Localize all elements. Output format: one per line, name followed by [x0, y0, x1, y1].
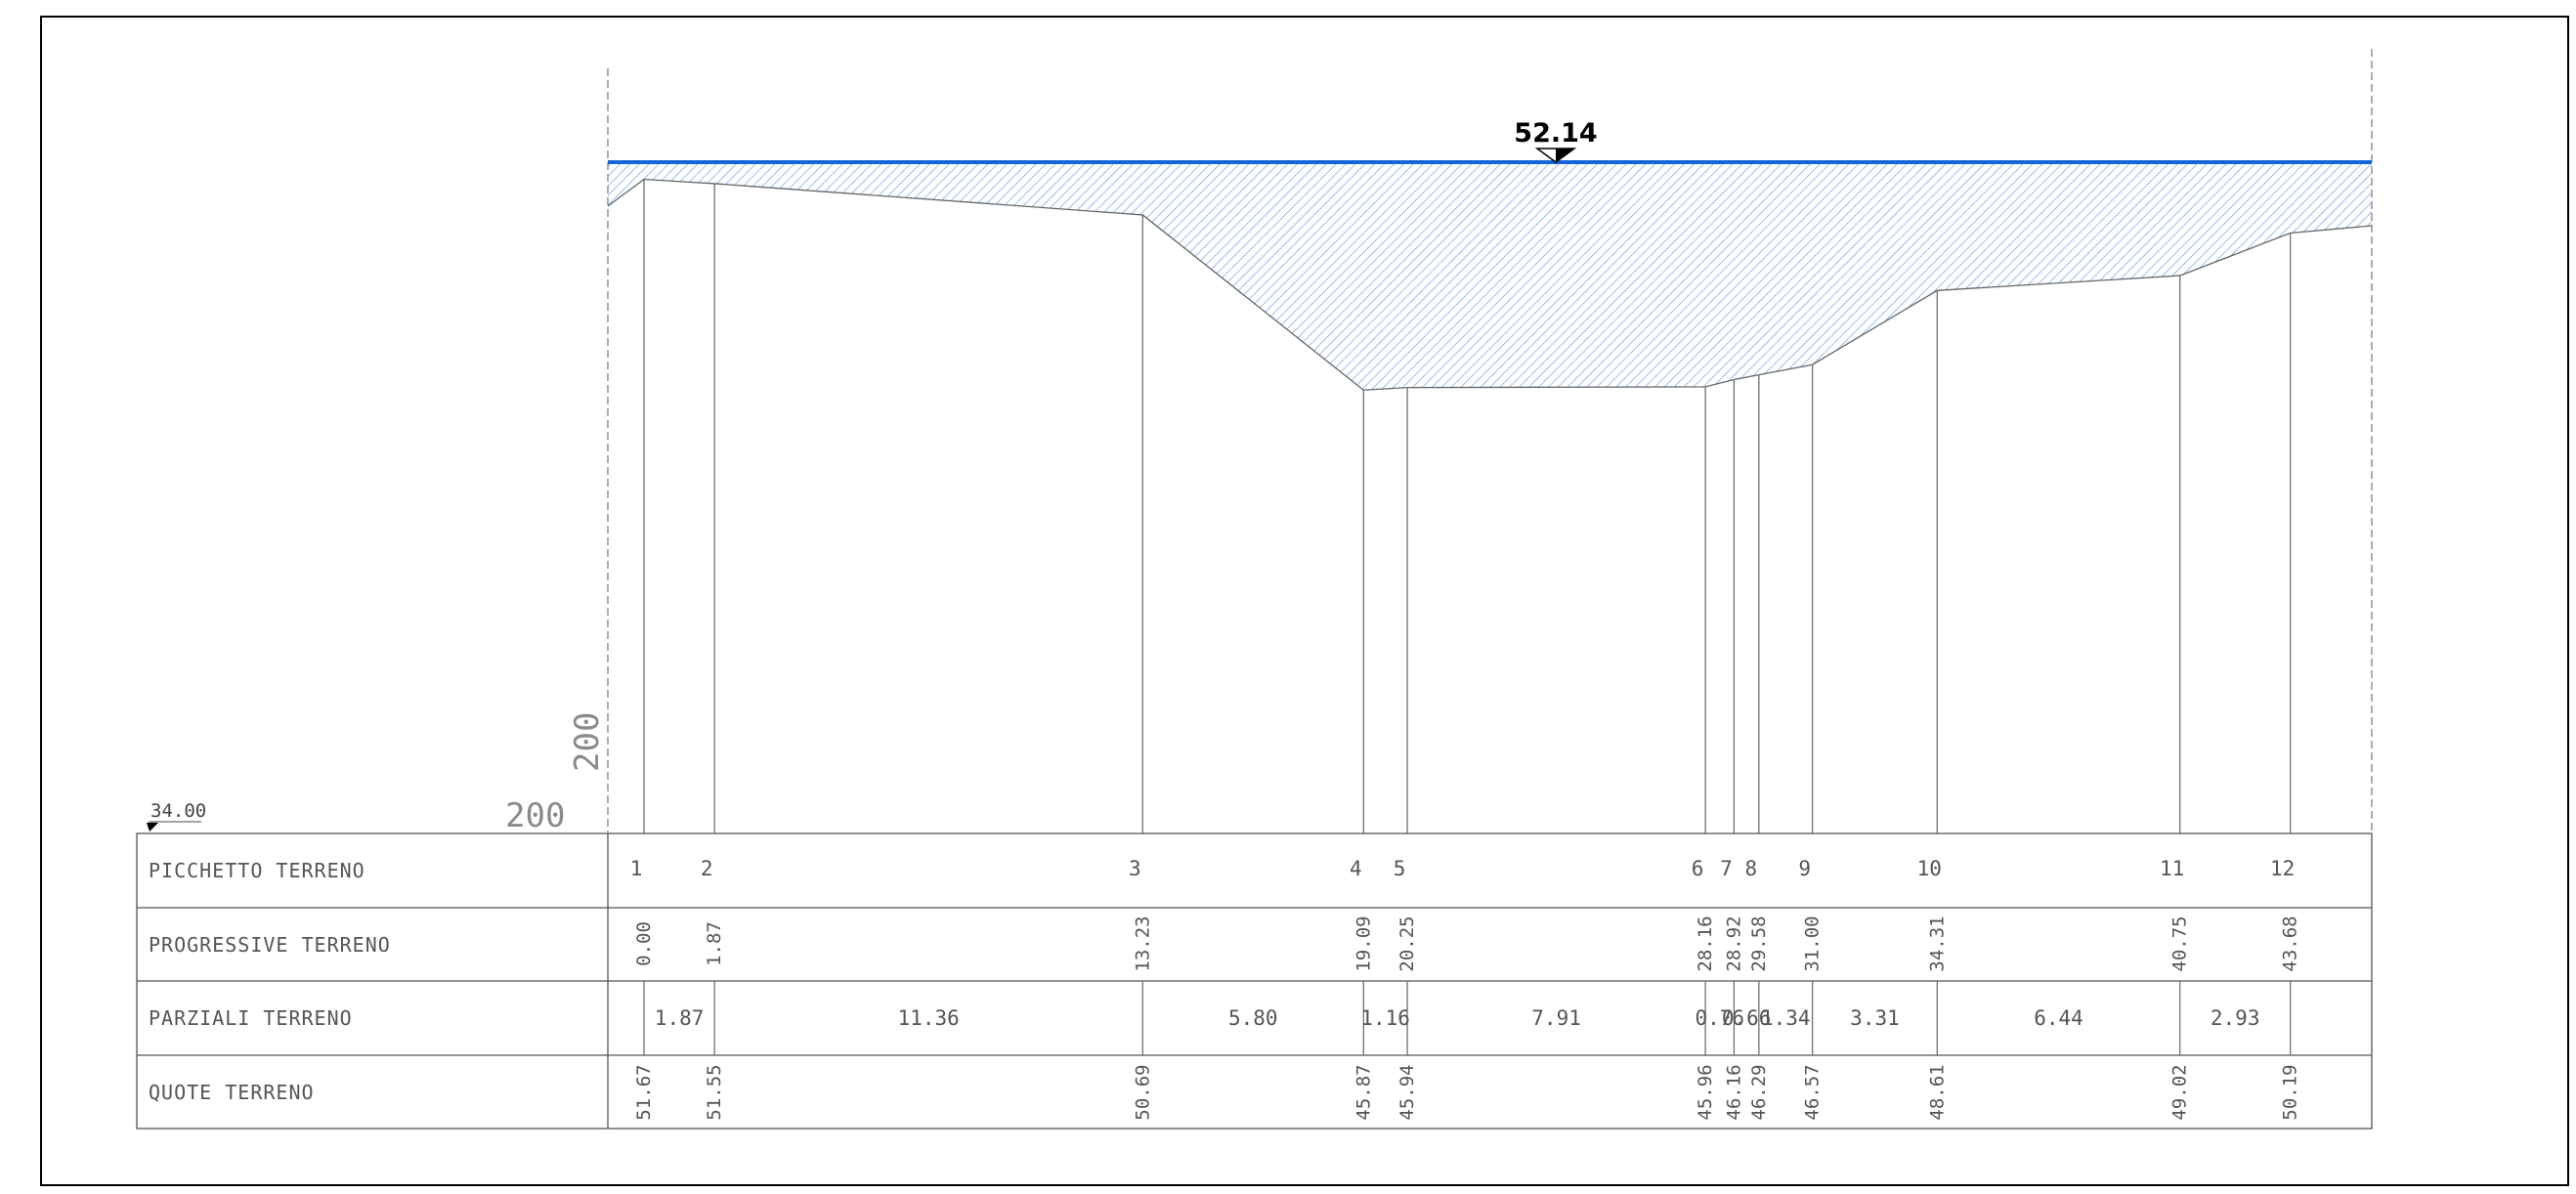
picchetto-number: 10: [1917, 857, 1942, 880]
drawing-frame: [40, 16, 2569, 1186]
progressive-value: 40.75: [2169, 916, 2191, 971]
quota-value: 50.19: [2280, 1064, 2301, 1120]
picchetto-number: 8: [1745, 857, 1758, 880]
progressive-value: 28.92: [1723, 916, 1744, 971]
progressive-value: 1.87: [704, 921, 725, 966]
quota-value: 51.55: [704, 1064, 725, 1120]
datum-label: 34.00: [150, 800, 206, 822]
picchetto-number: 4: [1350, 857, 1362, 880]
partial-value: 7.91: [1531, 1006, 1581, 1030]
terrain-profile-line: [607, 178, 2373, 391]
data-table: [136, 832, 2373, 1130]
row-label-parziali: PARZIALI TERRENO: [149, 1006, 353, 1030]
quota-value: 46.16: [1723, 1064, 1744, 1120]
row-label-picchetto: PICCHETTO TERRENO: [149, 859, 365, 882]
picchetto-number: 2: [701, 857, 713, 880]
vertical-scale-label: 200: [568, 712, 607, 772]
progressive-value: 43.68: [2280, 916, 2301, 971]
progressive-value: 29.58: [1748, 916, 1770, 971]
row-label-progressive: PROGRESSIVE TERRENO: [149, 933, 391, 957]
progressive-value: 0.00: [633, 921, 655, 966]
partial-value: 1.34: [1761, 1006, 1811, 1030]
partial-value: 6.44: [2034, 1006, 2083, 1030]
quota-value: 50.69: [1132, 1064, 1153, 1120]
picchetto-number: 3: [1129, 857, 1141, 880]
quota-value: 51.67: [633, 1064, 655, 1120]
partial-value: 3.31: [1850, 1006, 1900, 1030]
quota-value: 49.02: [2169, 1064, 2191, 1120]
partial-value: 11.36: [898, 1006, 960, 1030]
datum-marker-icon: [147, 823, 158, 832]
point-verticals: [643, 179, 2292, 833]
partial-value: 0.76: [1695, 1006, 1744, 1030]
picchetto-number: 1: [630, 857, 643, 880]
picchetto-number: 12: [2270, 857, 2295, 880]
progressive-value: 20.25: [1396, 916, 1418, 971]
quota-value: 46.29: [1748, 1064, 1770, 1120]
partial-value: 0.66: [1722, 1006, 1772, 1030]
partial-value: 5.80: [1228, 1006, 1278, 1030]
quota-value: 45.94: [1396, 1064, 1418, 1120]
quota-value: 46.57: [1802, 1064, 1824, 1120]
row-label-quote: QUOTE TERRENO: [149, 1081, 315, 1104]
water-level-label: 52.14: [1514, 118, 1597, 149]
water-body: [607, 160, 2373, 391]
progressive-value: 28.16: [1695, 916, 1716, 971]
progressive-value: 31.00: [1802, 916, 1824, 971]
horizontal-scale-label: 200: [505, 796, 565, 835]
water-hatch: [608, 162, 2372, 391]
water-level-marker-icon: [1534, 148, 1577, 163]
picchetto-number: 9: [1798, 857, 1811, 880]
picchetto-number: 6: [1692, 857, 1704, 880]
quota-value: 45.87: [1352, 1064, 1374, 1120]
partial-value: 1.87: [655, 1006, 705, 1030]
partial-value: 2.93: [2211, 1006, 2260, 1030]
picchetto-number: 7: [1720, 857, 1733, 880]
table-values: 1 0.00 51.67 2 1.87 51.55 3 13.23 50.69 4 19.09 45.…: [630, 857, 2301, 1121]
progressive-value: 19.09: [1352, 916, 1374, 971]
quota-value: 45.96: [1695, 1064, 1716, 1120]
quota-value: 48.61: [1926, 1064, 1948, 1120]
progressive-value: 13.23: [1132, 916, 1153, 971]
partial-value: 1.16: [1360, 1006, 1410, 1030]
picchetto-number: 5: [1394, 857, 1406, 880]
picchetto-number: 11: [2160, 857, 2184, 880]
progressive-value: 34.31: [1926, 916, 1948, 971]
